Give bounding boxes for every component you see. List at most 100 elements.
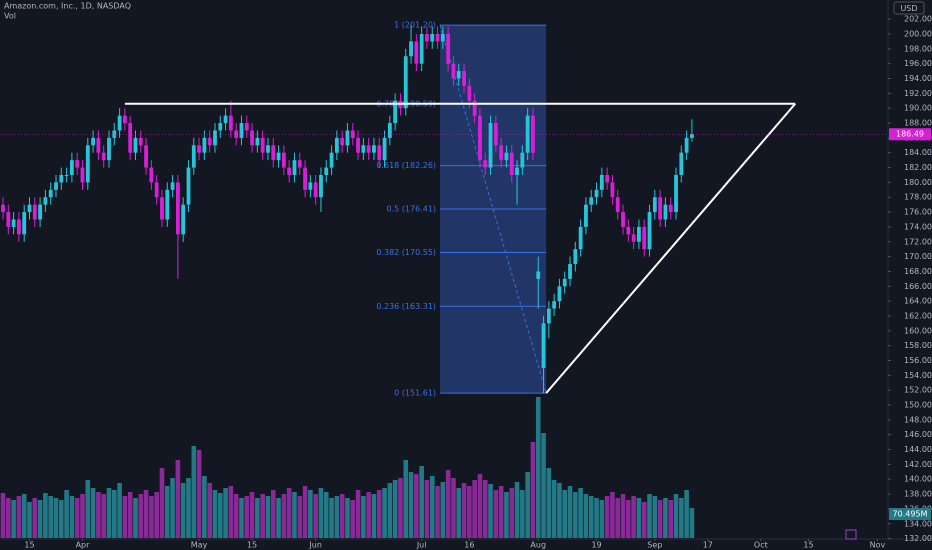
y-tick-label: 146.00 [904,430,932,439]
volume-bar [467,486,472,538]
y-tick-label: 190.00 [904,104,932,113]
candle-body [266,145,270,153]
candle-body [181,204,186,235]
candle-body [69,160,74,175]
volume-layer [0,397,695,538]
y-tick-label: 144.00 [904,445,932,454]
currency[interactable]: USD [900,4,917,13]
volume-bar [610,492,615,538]
fib-layer: 1 (201.20)0.786 (190.59)0.618 (182.26)0.… [376,21,547,398]
candle-body [531,115,535,153]
candle-body [276,152,281,161]
volume-bar [355,490,361,538]
volume-bar [520,490,525,538]
candle-body [430,33,435,42]
candle-body [478,115,482,161]
events-icon[interactable] [845,529,857,540]
support-trendline [545,103,797,394]
y-tick-label: 142.00 [904,460,932,469]
volume-bar [361,496,366,538]
candle-body [340,137,345,146]
candle-body [372,145,376,153]
volume-bar [541,433,546,538]
candle-body [324,167,329,175]
volume-bar [80,494,85,538]
volume-bar [339,494,345,538]
y-tick-label: 170.00 [904,252,932,261]
currency-box[interactable] [893,1,925,15]
candle-body [562,278,567,287]
candle-body [32,204,37,220]
candle-body [419,33,424,64]
volume-bar [43,493,48,538]
candle-body [186,167,191,205]
candle-body [679,152,684,175]
candle-body [75,160,80,168]
fib-trend [439,24,547,394]
candle-body [91,137,95,146]
candle-body [546,308,551,324]
y-tick-label: 172.00 [904,237,932,246]
candle-body [218,123,223,131]
volume-bar [493,490,499,538]
candle-body [27,204,32,213]
candle-body [663,204,668,220]
volume-bar [217,493,223,538]
candle-body [610,182,615,198]
candle-body [435,33,440,42]
volume-bar [345,498,350,538]
y-tick-label: 188.00 [904,119,932,128]
candle-body [329,152,334,168]
candle-body [568,264,572,279]
volume-bar [477,474,483,538]
y-tick-label: 162.00 [904,311,932,320]
candle-body [244,123,249,131]
candle-body [626,226,631,235]
x-tick-label: Aug [530,541,546,550]
volume-bar [244,496,250,538]
volume-title: Vol [4,12,16,21]
candle-body [366,145,371,153]
volume-bar [403,460,409,538]
fib-label: 1 (201.20) [394,21,436,30]
candle-body [356,137,360,153]
candle-body [467,85,472,101]
candle-body [605,174,610,183]
volume-bar [196,450,202,538]
candle-body [308,182,313,190]
candle-body [297,160,302,168]
volume-bar [631,496,636,538]
candle-body [403,56,408,109]
volume-bar [186,478,191,538]
candle-body [488,123,493,168]
fib-label: 0.5 (176.41) [387,205,437,214]
candle-body [557,286,562,302]
volume-bar [451,478,456,538]
candle-body [54,182,58,190]
volume-bar [96,492,101,538]
volume-bar [419,466,424,538]
candle-body [144,145,148,168]
volume-bar [456,488,462,538]
candle-body [43,197,48,205]
candle-body [138,137,143,146]
candle-body [239,123,244,138]
candle-body [361,145,366,153]
candle-body [154,182,159,198]
x-tick-label: May [191,541,208,550]
fib-label: 0.618 (182.26) [376,161,436,170]
volume-bar [663,498,668,538]
y-tick-label: 184.00 [904,148,932,157]
drawing-layer [124,102,797,394]
volume-bar [689,508,695,538]
volume-bar [599,500,605,538]
candle-body [11,219,16,227]
volume-bar [371,494,377,538]
candle-body [101,152,106,161]
volume-bar [567,486,573,538]
x-tick-label: 15 [803,541,813,550]
candle-body [287,167,292,175]
candle-body [589,197,594,205]
candle-body [260,137,265,153]
volume-bar [37,500,43,538]
